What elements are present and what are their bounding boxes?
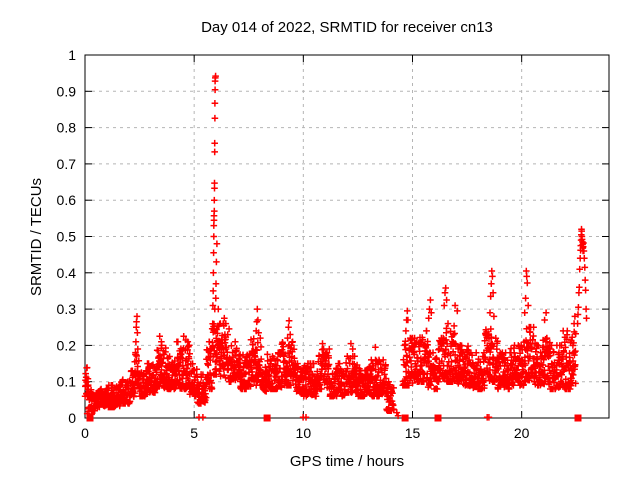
x-tick-label: 20 xyxy=(514,425,530,441)
y-tick-label: 0.9 xyxy=(57,83,77,99)
data-points xyxy=(81,72,590,421)
y-tick-label: 0.5 xyxy=(57,229,77,245)
axis-ticks xyxy=(84,54,609,419)
x-tick-label: 5 xyxy=(190,425,198,441)
y-tick-label: 0.2 xyxy=(57,337,77,353)
x-tick-label: 0 xyxy=(81,425,89,441)
srmtid-points-path xyxy=(81,72,590,421)
y-tick-label: 0.7 xyxy=(57,156,77,172)
y-tick-label: 0.6 xyxy=(57,192,77,208)
y-tick-label: 0.1 xyxy=(57,374,77,390)
chart-title: Day 014 of 2022, SRMTID for receiver cn1… xyxy=(201,19,493,36)
y-tick-label: 0 xyxy=(68,410,76,426)
tick-labels: 0 5 10 15 20 0 0.1 0.2 0.3 0.4 0.5 0.6 0.7 0.8 0.9 1 xyxy=(57,47,530,441)
x-tick-label: 10 xyxy=(296,425,312,441)
x-tick-label: 15 xyxy=(405,425,421,441)
y-tick-label: 0.3 xyxy=(57,301,77,317)
flag-square-marker xyxy=(86,414,94,422)
flag-square-marker xyxy=(401,414,409,422)
flag-square-marker xyxy=(263,414,271,422)
y-tick-label: 1 xyxy=(68,47,76,63)
y-tick-label: 0.8 xyxy=(57,120,77,136)
axis-flag-squares xyxy=(86,414,582,422)
flag-square-marker xyxy=(434,414,442,422)
y-tick-label: 0.4 xyxy=(57,265,77,281)
flag-square-marker xyxy=(574,414,582,422)
x-axis-label: GPS time / hours xyxy=(290,453,404,470)
y-axis-label: SRMTID / TECUs xyxy=(28,178,45,296)
